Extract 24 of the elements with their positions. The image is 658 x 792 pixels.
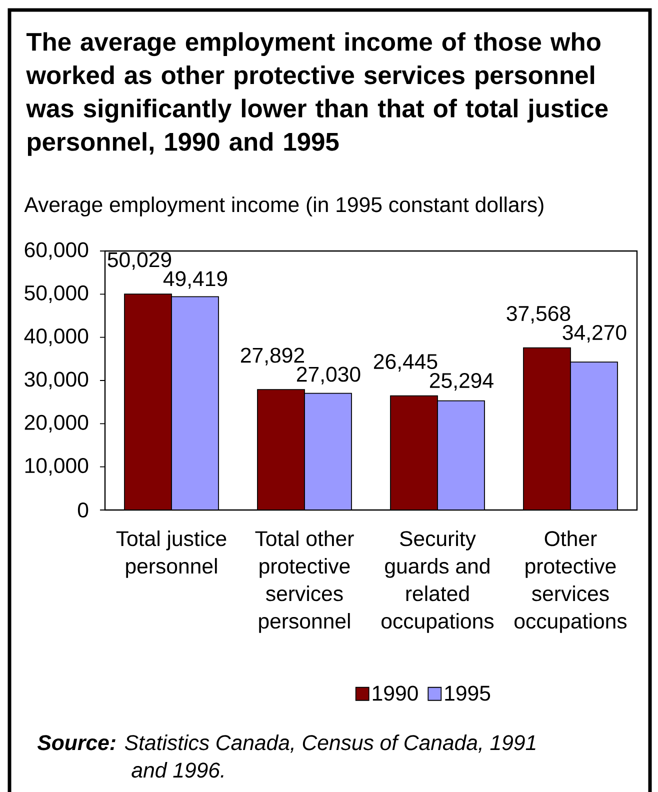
data-label: 27,030 bbox=[296, 366, 360, 384]
data-label: 49,419 bbox=[163, 271, 228, 289]
chart-title: The average employment income of those who worked as other protective services personnel was significantly lower than that of total justice personnel, 1990 and 1995 bbox=[26, 32, 608, 156]
legend-label: 1995 bbox=[445, 686, 490, 701]
x-tick-label: Security guards and related occupations bbox=[382, 530, 494, 633]
y-tick-label: 60,000 bbox=[24, 242, 88, 260]
data-label: 50,029 bbox=[108, 252, 172, 270]
data-label: 37,568 bbox=[506, 306, 570, 324]
y-axis-title: Average employment income (in 1995 constant dollars) bbox=[24, 196, 544, 216]
x-tick-label: Total other protective services personnel bbox=[255, 530, 354, 633]
y-tick-label: 40,000 bbox=[24, 328, 88, 346]
text: Source: Statistics Canada, Census of Canada, 1991 and 1996. bbox=[37, 734, 536, 778]
y-tick-label: 0 bbox=[78, 502, 88, 518]
x-tick-label: Total justice personnel bbox=[116, 530, 226, 578]
x-tick-label: Other protective services occupations bbox=[514, 530, 627, 633]
legend-label: 1990 bbox=[372, 686, 418, 701]
y-tick-label: 10,000 bbox=[25, 458, 88, 476]
y-tick-label: 30,000 bbox=[24, 372, 88, 390]
data-label: 26,445 bbox=[374, 354, 438, 372]
data-label: 25,294 bbox=[430, 372, 494, 391]
y-tick-label: 20,000 bbox=[24, 414, 88, 432]
data-label: 27,892 bbox=[240, 348, 304, 366]
y-tick-label: 50,000 bbox=[24, 285, 88, 303]
data-label: 34,270 bbox=[562, 324, 626, 343]
